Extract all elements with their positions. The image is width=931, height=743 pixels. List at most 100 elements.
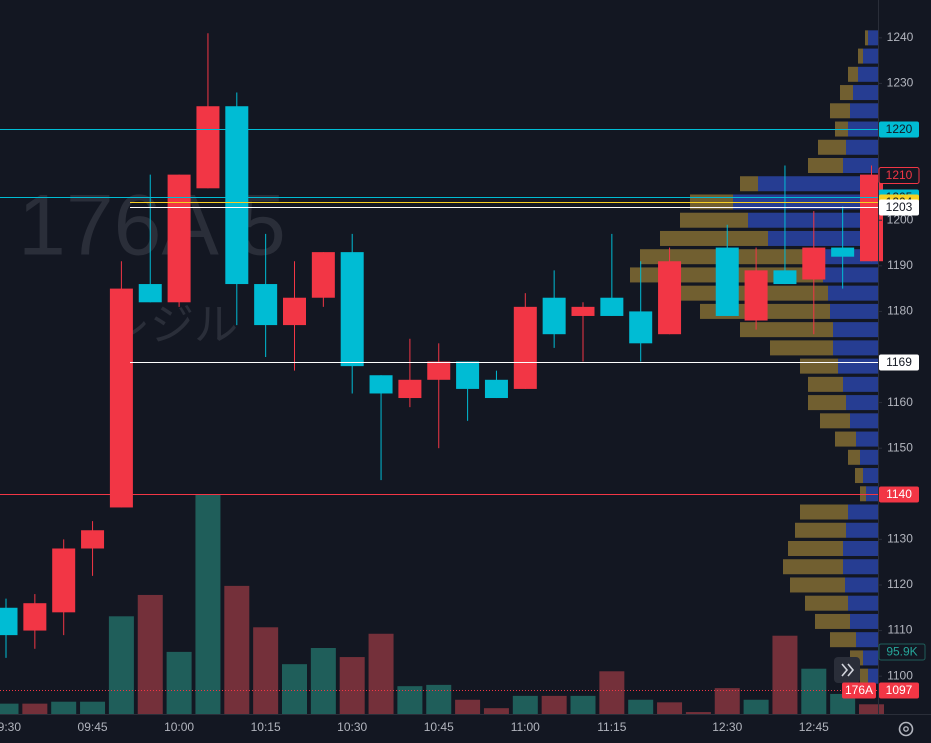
profile-up — [820, 413, 850, 429]
profile-up — [660, 230, 768, 246]
profile-down — [850, 613, 878, 629]
volume-bar — [166, 651, 192, 714]
candle-body — [542, 297, 566, 335]
profile-up — [680, 212, 748, 228]
x-tick-label: 10:45 — [424, 720, 454, 734]
profile-down — [856, 431, 878, 447]
volume-bar — [657, 702, 683, 714]
profile-down — [843, 559, 878, 575]
profile-up — [690, 194, 733, 210]
settings-button[interactable] — [898, 721, 914, 737]
profile-down — [838, 358, 878, 374]
profile-down — [846, 522, 878, 538]
gear-icon[interactable] — [898, 721, 914, 737]
x-tick-label: 10:30 — [337, 720, 367, 734]
scroll-button[interactable] — [834, 657, 860, 683]
scroll-icon — [841, 663, 855, 677]
profile-up — [848, 66, 858, 82]
candle-body — [513, 306, 537, 389]
volume-bar — [541, 695, 567, 714]
profile-up — [860, 486, 866, 502]
candle-body — [23, 603, 47, 631]
profile-down — [866, 486, 878, 502]
volume-bar — [195, 494, 221, 714]
volume-bar — [108, 616, 134, 714]
profile-down — [850, 413, 878, 429]
volume-bar — [570, 695, 596, 714]
profile-up — [808, 376, 843, 392]
profile-up — [770, 340, 833, 356]
price-label: 1140 — [886, 487, 912, 501]
candle-body — [0, 607, 18, 636]
price-label: 1203 — [886, 200, 913, 214]
volume-bar — [22, 703, 48, 714]
profile-down — [758, 176, 878, 192]
volume-bar — [628, 699, 654, 714]
y-tick-label: 1190 — [887, 258, 913, 272]
y-tick-label: 1240 — [887, 30, 914, 44]
profile-down — [863, 468, 878, 484]
candle-body — [311, 252, 335, 298]
profile-up — [808, 395, 846, 411]
candle-body — [138, 284, 162, 303]
volume-bar — [224, 585, 250, 714]
volume-bar — [253, 627, 279, 714]
profile-up — [795, 522, 846, 538]
candle-body — [167, 174, 191, 303]
profile-down — [863, 48, 878, 64]
profile-up — [835, 431, 856, 447]
candle-body — [802, 247, 826, 280]
volume-bar — [310, 648, 336, 714]
candle-body — [81, 530, 105, 549]
volume-bar — [339, 657, 365, 714]
volume-bar — [368, 633, 394, 714]
price-label-bg — [879, 199, 919, 216]
profile-down — [858, 66, 878, 82]
price-label-bg — [879, 486, 919, 503]
volume-bar — [685, 712, 711, 714]
candle-body — [831, 247, 855, 257]
candle-body — [571, 306, 595, 316]
volume-bar — [772, 635, 798, 714]
profile-up — [855, 468, 863, 484]
candle-body — [456, 361, 480, 389]
volume-bar — [282, 664, 307, 714]
x-tick-label: 09:30 — [0, 720, 21, 734]
volume-bar — [512, 695, 538, 714]
candle-body — [484, 379, 508, 399]
volume-bar — [426, 684, 452, 714]
candle-body — [600, 297, 624, 316]
profile-down — [848, 504, 878, 520]
profile-down — [846, 139, 878, 155]
profile-up — [740, 176, 758, 192]
profile-up — [840, 85, 853, 101]
profile-down — [850, 103, 878, 119]
profile-down — [833, 340, 878, 356]
volume-bar — [0, 703, 19, 714]
profile-up — [818, 139, 846, 155]
y-tick-label: 1180 — [887, 304, 913, 318]
profile-up — [858, 48, 863, 64]
profile-down — [830, 303, 878, 319]
price-tag: 176A — [845, 683, 873, 697]
price-label-bg — [879, 121, 919, 138]
y-tick-label: 1200 — [887, 212, 914, 226]
profile-down — [845, 577, 878, 593]
profile-down — [833, 322, 878, 338]
volume-bar — [599, 671, 625, 714]
candle-body — [109, 288, 133, 508]
y-tick-label: 1150 — [887, 440, 913, 454]
volume-bar — [714, 688, 740, 714]
y-tick-label: 1100 — [887, 668, 913, 682]
profile-up — [783, 559, 843, 575]
candle-body — [254, 284, 278, 326]
volume-bar — [483, 708, 509, 714]
x-tick-label: 11:00 — [511, 720, 540, 734]
profile-down — [860, 449, 878, 465]
gear-center — [903, 726, 909, 732]
profile-up — [800, 504, 848, 520]
volume-bar — [859, 704, 884, 714]
x-tick-label: 10:15 — [251, 720, 281, 734]
